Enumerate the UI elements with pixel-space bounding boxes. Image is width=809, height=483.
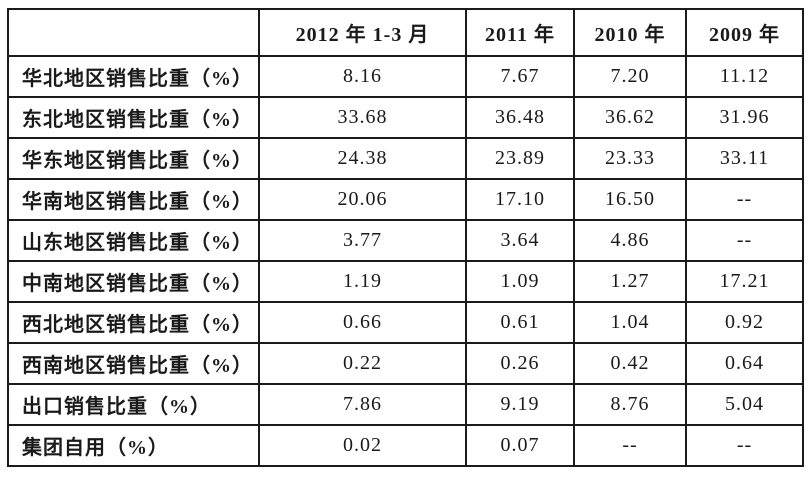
row-label: 出口销售比重（%）: [7, 383, 260, 426]
value-cell: 31.96: [685, 96, 804, 139]
value-cell: --: [685, 219, 804, 262]
value-cell: 5.04: [685, 383, 804, 426]
value-cell: 4.86: [573, 219, 687, 262]
value-cell: 1.04: [573, 301, 687, 344]
value-cell: 1.09: [465, 260, 575, 303]
header-row: 2012 年 1-3 月 2011 年 2010 年 2009 年: [7, 8, 804, 57]
value-cell: 16.50: [573, 178, 687, 221]
value-cell: 8.76: [573, 383, 687, 426]
value-cell: 1.19: [258, 260, 467, 303]
value-cell: 9.19: [465, 383, 575, 426]
row-label: 集团自用（%）: [7, 424, 260, 467]
value-cell: 3.77: [258, 219, 467, 262]
value-cell: 36.48: [465, 96, 575, 139]
value-cell: --: [685, 424, 804, 467]
value-cell: --: [685, 178, 804, 221]
value-cell: 0.64: [685, 342, 804, 385]
value-cell: 7.86: [258, 383, 467, 426]
value-cell: 20.06: [258, 178, 467, 221]
value-cell: 0.42: [573, 342, 687, 385]
value-cell: 0.61: [465, 301, 575, 344]
table-row: 出口销售比重（%） 7.86 9.19 8.76 5.04: [7, 383, 804, 426]
value-cell: 0.66: [258, 301, 467, 344]
value-cell: 0.02: [258, 424, 467, 467]
table-row: 华南地区销售比重（%） 20.06 17.10 16.50 --: [7, 178, 804, 221]
value-cell: 0.07: [465, 424, 575, 467]
value-cell: 33.11: [685, 137, 804, 180]
row-label: 华南地区销售比重（%）: [7, 178, 260, 221]
column-header: 2010 年: [573, 8, 687, 57]
row-label: 山东地区销售比重（%）: [7, 219, 260, 262]
value-cell: 23.33: [573, 137, 687, 180]
value-cell: 1.27: [573, 260, 687, 303]
row-label: 华东地区销售比重（%）: [7, 137, 260, 180]
value-cell: 3.64: [465, 219, 575, 262]
sales-proportion-table: 2012 年 1-3 月 2011 年 2010 年 2009 年 华北地区销售比重（…: [7, 8, 804, 467]
table-row: 集团自用（%） 0.02 0.07 -- --: [7, 424, 804, 467]
table-row: 山东地区销售比重（%） 3.77 3.64 4.86 --: [7, 219, 804, 262]
table-header: 2012 年 1-3 月 2011 年 2010 年 2009 年: [7, 8, 804, 57]
table-row: 中南地区销售比重（%） 1.19 1.09 1.27 17.21: [7, 260, 804, 303]
table-body: 华北地区销售比重（%） 8.16 7.67 7.20 11.12 东北地区销售比重（%） 3…: [7, 55, 804, 467]
value-cell: 0.92: [685, 301, 804, 344]
table-row: 西北地区销售比重（%） 0.66 0.61 1.04 0.92: [7, 301, 804, 344]
value-cell: 7.67: [465, 55, 575, 98]
row-label: 中南地区销售比重（%）: [7, 260, 260, 303]
value-cell: 36.62: [573, 96, 687, 139]
value-cell: 17.21: [685, 260, 804, 303]
corner-header-cell: [7, 8, 260, 57]
value-cell: 24.38: [258, 137, 467, 180]
row-label: 西南地区销售比重（%）: [7, 342, 260, 385]
value-cell: 17.10: [465, 178, 575, 221]
row-label: 华北地区销售比重（%）: [7, 55, 260, 98]
column-header: 2012 年 1-3 月: [258, 8, 467, 57]
table-row: 华东地区销售比重（%） 24.38 23.89 23.33 33.11: [7, 137, 804, 180]
row-label: 西北地区销售比重（%）: [7, 301, 260, 344]
value-cell: 11.12: [685, 55, 804, 98]
row-label: 东北地区销售比重（%）: [7, 96, 260, 139]
table-row: 东北地区销售比重（%） 33.68 36.48 36.62 31.96: [7, 96, 804, 139]
value-cell: 0.22: [258, 342, 467, 385]
table-row: 华北地区销售比重（%） 8.16 7.67 7.20 11.12: [7, 55, 804, 98]
value-cell: 23.89: [465, 137, 575, 180]
value-cell: --: [573, 424, 687, 467]
column-header: 2011 年: [465, 8, 575, 57]
table-row: 西南地区销售比重（%） 0.22 0.26 0.42 0.64: [7, 342, 804, 385]
value-cell: 0.26: [465, 342, 575, 385]
value-cell: 33.68: [258, 96, 467, 139]
value-cell: 8.16: [258, 55, 467, 98]
column-header: 2009 年: [685, 8, 804, 57]
value-cell: 7.20: [573, 55, 687, 98]
